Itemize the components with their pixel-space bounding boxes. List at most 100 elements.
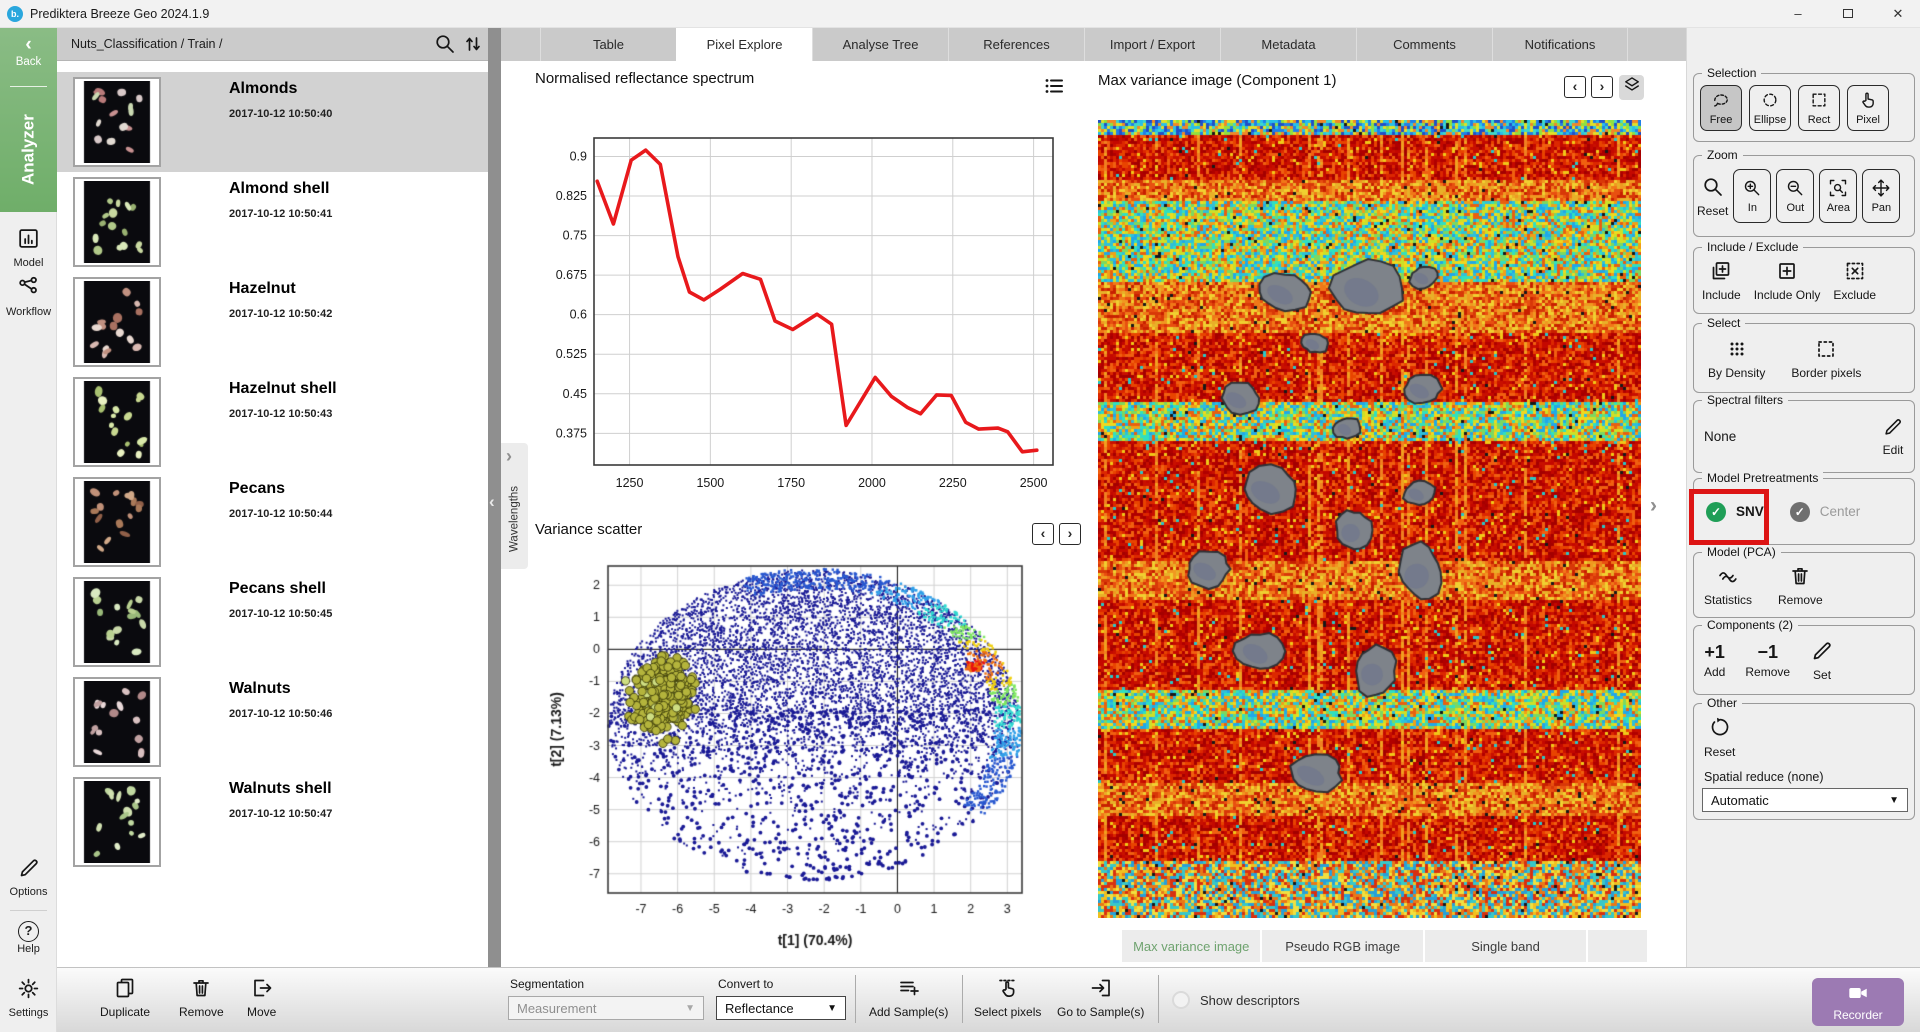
sample-item-almonds[interactable]: Almonds 2017-10-12 10:50:40 <box>57 72 488 172</box>
add-samples-button[interactable]: Add Sample(s) <box>869 976 948 1019</box>
include-only-button[interactable]: Include Only <box>1754 259 1820 302</box>
remove-button[interactable]: −1 Remove <box>1745 641 1790 679</box>
image-prev-button[interactable]: ‹ <box>1564 76 1586 98</box>
sidebar-item-options[interactable]: Options <box>0 856 57 898</box>
group-label: Include / Exclude <box>1702 240 1804 254</box>
sample-item-pecans[interactable]: Pecans 2017-10-12 10:50:44 <box>57 472 488 572</box>
tab-references[interactable]: References <box>948 28 1084 61</box>
sample-item-walnuts[interactable]: Walnuts 2017-10-12 10:50:46 <box>57 672 488 772</box>
snv-toggle-label[interactable]: SNV <box>1736 504 1764 519</box>
statistics-button[interactable]: Statistics <box>1704 564 1752 607</box>
include-button[interactable]: Include <box>1702 259 1741 302</box>
scatter-next-button[interactable]: › <box>1059 523 1081 545</box>
edit-filters-button[interactable]: Edit <box>1882 416 1904 457</box>
move-button[interactable]: Move <box>247 976 276 1019</box>
sample-item-hazelnut-shell[interactable]: Hazelnut shell 2017-10-12 10:50:43 <box>57 372 488 472</box>
exclude-icon <box>1843 259 1867 286</box>
image-view-tabs: Max variance image Pseudo RGB image Single… <box>1122 930 1647 962</box>
sidebar-item-model[interactable]: Model <box>0 226 57 269</box>
goto-samples-button[interactable]: Go to Sample(s) <box>1057 976 1144 1019</box>
sidebar-item-settings[interactable]: Settings <box>0 976 57 1019</box>
search-icon[interactable] <box>433 32 457 61</box>
select-pixels-button[interactable]: Select pixels <box>974 976 1041 1019</box>
center-toggle-label[interactable]: Center <box>1819 504 1861 519</box>
button-label: Free <box>1709 113 1733 126</box>
back-button[interactable]: ‹ Back <box>0 35 57 68</box>
group-include-exclude: Include / Exclude Include Include Only Exc… <box>1693 240 1915 314</box>
border-pixels-button[interactable]: Border pixels <box>1791 337 1861 380</box>
tab-import-export[interactable]: Import / Export <box>1084 28 1220 61</box>
segmentation-select[interactable]: Measurement ▼ <box>508 996 704 1020</box>
button-label: Rect <box>1807 113 1831 126</box>
area-button[interactable]: Area <box>1819 169 1858 223</box>
image-next-button[interactable]: › <box>1591 76 1613 98</box>
center-check-icon[interactable]: ✓ <box>1789 501 1810 522</box>
image-tab-pseudo-rgb-image[interactable]: Pseudo RGB image <box>1262 930 1423 962</box>
image-tab-single-band[interactable]: Single band <box>1424 930 1587 962</box>
tab-pixel-explore[interactable]: Pixel Explore <box>676 28 812 61</box>
recorder-button[interactable]: Recorder <box>1812 978 1904 1026</box>
svg-text:2500: 2500 <box>1020 476 1048 490</box>
tab-metadata[interactable]: Metadata <box>1220 28 1356 61</box>
close-button[interactable]: ✕ <box>1892 6 1904 21</box>
set-button[interactable]: Set <box>1810 639 1834 682</box>
panel-splitter[interactable] <box>488 28 501 1032</box>
rect-button[interactable]: Rect <box>1798 84 1840 131</box>
group-label: Zoom <box>1702 148 1743 162</box>
spectrum-panel-title: Normalised reflectance spectrum <box>535 70 755 87</box>
pencil-icon <box>1882 416 1904 441</box>
in-button[interactable]: In <box>1733 169 1772 223</box>
sample-item-hazelnut[interactable]: Hazelnut 2017-10-12 10:50:42 <box>57 272 488 372</box>
button-label: Reset <box>1697 203 1729 218</box>
sort-icon[interactable] <box>461 32 485 61</box>
minimize-button[interactable]: – <box>1794 6 1802 21</box>
edit-label: Edit <box>1882 443 1904 457</box>
tab-analyse-tree[interactable]: Analyse Tree <box>812 28 948 61</box>
snv-check-icon[interactable]: ✓ <box>1706 501 1726 522</box>
layers-button[interactable] <box>1619 75 1644 100</box>
sample-item-almond-shell[interactable]: Almond shell 2017-10-12 10:50:41 <box>57 172 488 272</box>
sample-thumbnail <box>73 777 161 867</box>
sidebar-item-workflow[interactable]: Workflow <box>0 275 57 318</box>
duplicate-button[interactable]: Duplicate <box>100 976 150 1019</box>
collapse-left-icon[interactable]: ‹ <box>489 492 495 511</box>
reset-button[interactable]: Reset <box>1704 716 1735 759</box>
ellipse-button[interactable]: Ellipse <box>1749 84 1791 131</box>
button-label: Pixel <box>1856 113 1880 126</box>
tab-notifications[interactable]: Notifications <box>1492 28 1628 61</box>
convert-to-select[interactable]: Reflectance ▼ <box>716 996 846 1020</box>
remove-button[interactable]: Remove <box>179 976 224 1019</box>
scatter-prev-button[interactable]: ‹ <box>1032 523 1054 545</box>
max-variance-image[interactable] <box>1098 120 1641 918</box>
maximize-button[interactable] <box>1828 0 1868 27</box>
tab-table[interactable]: Table <box>540 28 676 61</box>
toolbox-panel: Selection Free Ellipse Rect Pixel Zoom Rese… <box>1686 28 1920 967</box>
sample-name: Pecans shell <box>229 580 326 597</box>
sidebar-item-help[interactable]: ? Help <box>0 921 57 955</box>
add-button[interactable]: +1 Add <box>1704 641 1725 679</box>
expand-toolbox-icon[interactable]: › <box>1650 494 1657 517</box>
snv-highlight-annotation <box>1689 489 1769 545</box>
reset-button[interactable]: Reset <box>1697 175 1728 218</box>
remove-button[interactable]: Remove <box>1778 564 1823 607</box>
expand-right-icon[interactable]: › <box>506 446 512 466</box>
group-label: Other <box>1702 696 1743 710</box>
variance-scatter-plot[interactable] <box>545 553 1070 958</box>
button-label: Exclude <box>1833 288 1877 302</box>
pencil-icon <box>17 859 41 884</box>
free-button[interactable]: Free <box>1700 84 1742 131</box>
pan-button[interactable]: Pan <box>1862 169 1901 223</box>
image-tab-max-variance-image[interactable]: Max variance image <box>1122 930 1261 962</box>
sample-item-pecans-shell[interactable]: Pecans shell 2017-10-12 10:50:45 <box>57 572 488 672</box>
wavelengths-strip[interactable]: Wavelengths <box>501 443 528 569</box>
chart-options-icon[interactable] <box>1042 74 1066 103</box>
pixel-button[interactable]: Pixel <box>1847 84 1889 131</box>
show-descriptors-toggle[interactable] <box>1172 991 1190 1009</box>
by-density-button[interactable]: By Density <box>1708 337 1765 380</box>
spatial-reduce-select[interactable]: Automatic ▼ <box>1702 788 1908 812</box>
out-button[interactable]: Out <box>1776 169 1815 223</box>
breadcrumb[interactable]: Nuts_Classification / Train / <box>71 37 223 51</box>
exclude-button[interactable]: Exclude <box>1833 259 1876 302</box>
sample-item-walnuts-shell[interactable]: Walnuts shell 2017-10-12 10:50:47 <box>57 772 488 872</box>
tab-comments[interactable]: Comments <box>1356 28 1492 61</box>
